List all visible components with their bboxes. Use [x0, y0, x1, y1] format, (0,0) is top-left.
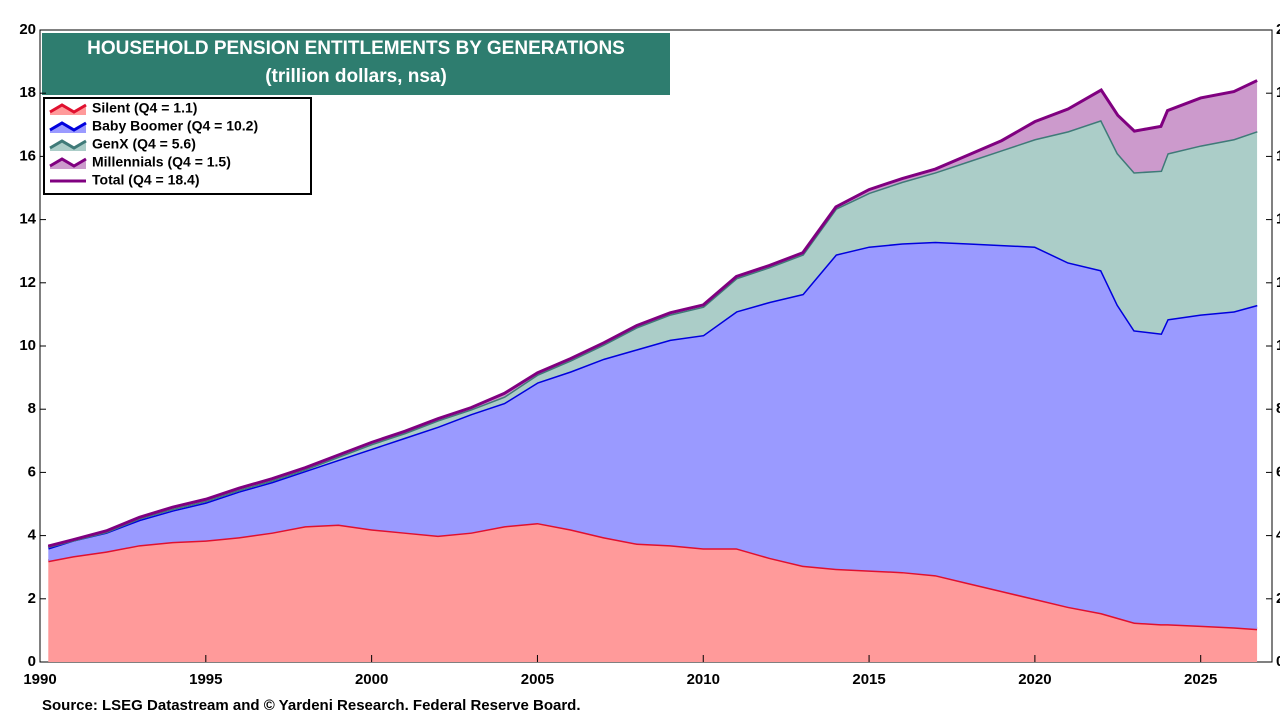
y2-tick-label: 8	[1276, 400, 1280, 417]
x-tick-label: 1990	[23, 671, 56, 688]
y-tick-label: 18	[19, 84, 36, 101]
y-tick-label: 12	[19, 274, 36, 291]
y2-tick-label: 20	[1276, 21, 1280, 38]
y2-tick-label: 14	[1276, 211, 1280, 228]
y-tick-label: 6	[28, 463, 36, 480]
y2-tick-label: 10	[1276, 337, 1280, 354]
y-tick-label: 20	[19, 21, 36, 38]
y2-tick-label: 6	[1276, 463, 1280, 480]
area	[48, 120, 1258, 549]
line	[48, 79, 1258, 547]
legend-label: Silent (Q4 = 1.1)	[92, 100, 197, 116]
y-tick-label: 0	[28, 653, 36, 670]
legend-swatch-line	[49, 103, 87, 114]
x-tick-label: 1995	[189, 671, 222, 688]
area	[48, 241, 1258, 629]
y-tick-label: 4	[28, 527, 37, 544]
x-tick-label: 2020	[1018, 671, 1051, 688]
legend-label: Total (Q4 = 18.4)	[92, 172, 200, 188]
legend-swatch-line	[49, 157, 87, 168]
y-tick-label: 8	[28, 400, 36, 417]
areas	[47, 79, 1258, 662]
x-tick-label: 2000	[355, 671, 388, 688]
y2-tick-label: 2	[1276, 590, 1280, 607]
area	[48, 522, 1258, 662]
source-note: Source: LSEG Datastream and © Yardeni Re…	[42, 697, 581, 714]
legend-label: GenX (Q4 = 5.6)	[92, 136, 196, 152]
x-tick-label: 2015	[852, 671, 885, 688]
y-tick-label: 14	[19, 211, 36, 228]
y2-tick-label: 0	[1276, 653, 1280, 670]
x-tick-label: 2025	[1184, 671, 1217, 688]
legend-swatch-line	[49, 139, 87, 150]
legend-label: Baby Boomer (Q4 = 10.2)	[92, 118, 258, 134]
x-tick-label: 2005	[521, 671, 554, 688]
y2-tick-label: 12	[1276, 274, 1280, 291]
title-box	[42, 33, 670, 95]
y2-tick-label: 16	[1276, 147, 1280, 164]
legend-swatch-line	[49, 121, 87, 132]
y-tick-label: 10	[19, 337, 36, 354]
legend-label: Millennials (Q4 = 1.5)	[92, 154, 231, 170]
chart-title: HOUSEHOLD PENSION ENTITLEMENTS BY GENERA…	[87, 38, 625, 59]
y2-tick-label: 4	[1276, 527, 1280, 544]
y-tick-label: 2	[28, 590, 36, 607]
chart-subtitle: (trillion dollars, nsa)	[265, 66, 447, 87]
legend-box	[43, 97, 312, 195]
y2-tick-label: 18	[1276, 84, 1280, 101]
x-tick-label: 2010	[687, 671, 720, 688]
y-tick-label: 16	[19, 147, 36, 164]
